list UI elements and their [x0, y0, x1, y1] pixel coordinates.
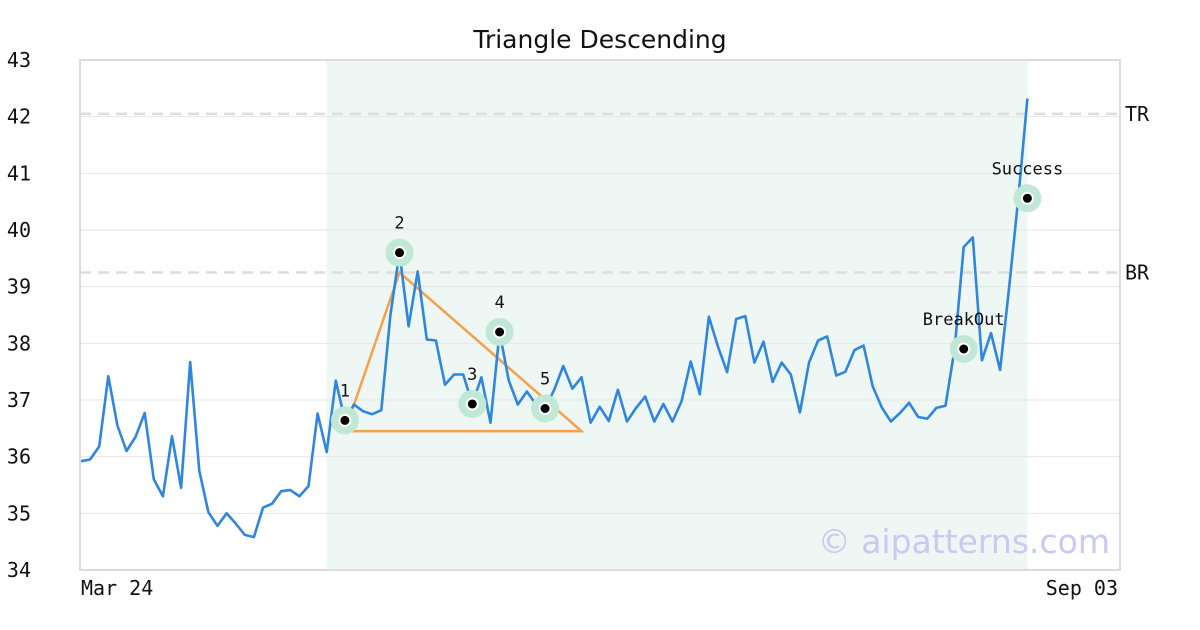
point-marker-1	[338, 413, 352, 427]
point-label-1: 1	[340, 381, 350, 401]
y-tick-label: 36	[7, 445, 31, 469]
y-tick-label: 34	[7, 558, 31, 582]
point-label-4: 4	[494, 293, 504, 313]
y-tick-label: 43	[7, 48, 31, 72]
point-marker-breakout	[957, 342, 971, 356]
point-label-success: Success	[992, 159, 1064, 179]
point-label-breakout: BreakOut	[923, 310, 1005, 330]
point-label-3: 3	[467, 365, 477, 385]
point-marker-4	[493, 325, 507, 339]
y-tick-label: 40	[7, 218, 31, 242]
x-tick-label-start: Mar 24	[81, 576, 153, 600]
point-marker-2	[393, 246, 406, 260]
y-tick-label: 35	[7, 501, 31, 525]
point-marker-success	[1020, 191, 1034, 205]
y-tick-label: 39	[7, 275, 31, 299]
plot-area: 34353637383940414243TRBR12345BreakOutSuc…	[7, 48, 1150, 600]
y-tick-label: 38	[7, 331, 31, 355]
point-marker-5	[538, 402, 552, 415]
chart-title: Triangle Descending	[472, 25, 726, 54]
y-tick-label: 37	[7, 388, 31, 412]
y-tick-label: 41	[7, 161, 31, 185]
x-tick-label-end: Sep 03	[1046, 576, 1118, 600]
point-label-2: 2	[394, 214, 404, 234]
watermark: © aipatterns.com	[818, 522, 1110, 561]
point-label-5: 5	[540, 370, 550, 390]
level-label-tr: TR	[1125, 102, 1150, 126]
pattern-highlight-band	[326, 60, 1028, 570]
point-marker-3	[465, 397, 479, 411]
y-tick-label: 42	[7, 105, 31, 129]
plot-frame	[79, 59, 1121, 571]
level-label-br: BR	[1125, 261, 1150, 285]
price-series-line	[80, 98, 1029, 539]
triangle-pattern-lines	[343, 270, 585, 433]
